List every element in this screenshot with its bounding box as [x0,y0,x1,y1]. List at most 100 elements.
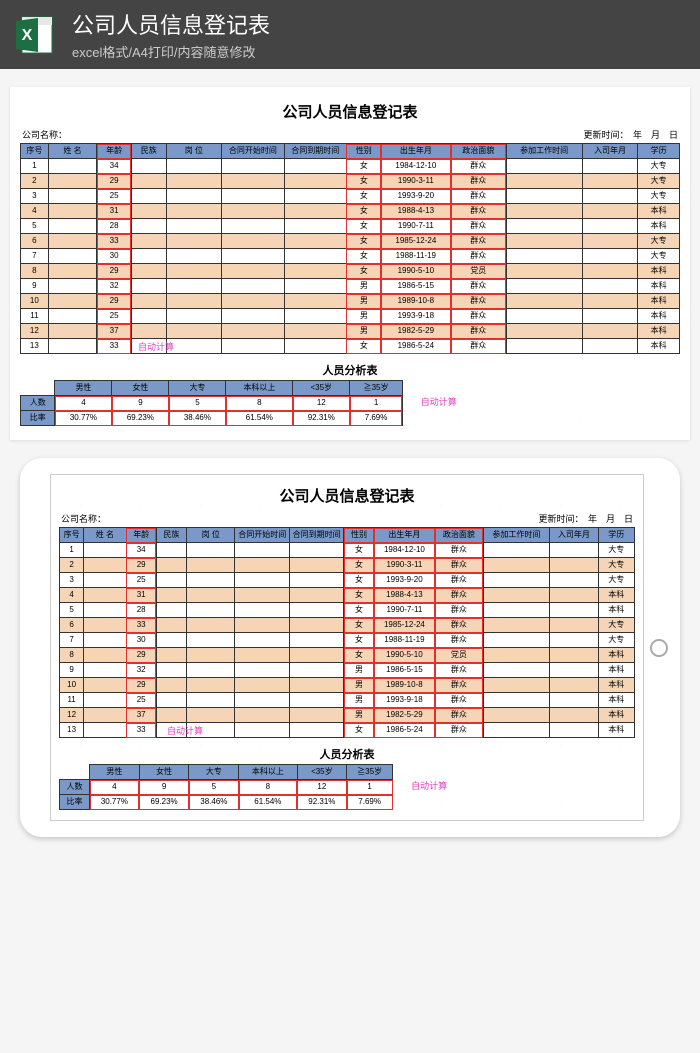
table-row: 431女1988-4-13群众本科 [60,588,635,603]
svg-text:X: X [22,27,33,44]
analysis-cell: 5 [169,396,226,411]
analysis-cell: 8 [226,396,293,411]
analysis-cell: 61.54% [226,411,293,426]
sheet-title: 公司人员信息登记表 [20,101,680,122]
analysis-cell: 30.77% [90,795,140,810]
analysis-cell: 12 [297,780,347,795]
analysis-cell: 9 [112,396,169,411]
col-header: 出生年月 [381,144,450,159]
table-row: 1029男1989-10-8群众本科 [60,678,635,693]
col-header: 姓 名 [48,144,97,159]
table-row: 1237男1982-5-29群众本科 [60,708,635,723]
analysis-cell: 69.23% [112,411,169,426]
col-header: 岗 位 [187,528,235,543]
sheet-preview-1: 公司人员信息登记表 公司名称： 更新时间： 年 月 日 序号姓 名年龄民族岗 位… [10,87,690,440]
col-header: 学历 [598,528,634,543]
analysis-cell: 7.69% [347,795,393,810]
tablet-mockup: 公司人员信息登记表 公司名称： 更新时间： 年 月 日 序号姓 名年龄民族岗 位… [20,458,680,837]
analysis-cell: 4 [90,780,140,795]
col-header: 序号 [21,144,49,159]
analysis-col: ≧35岁 [350,381,403,396]
analysis-col: ≧35岁 [347,765,393,780]
analysis-col: 男性 [55,381,112,396]
col-header: 入司年月 [582,144,638,159]
analysis-col: 本科以上 [226,381,293,396]
banner-subtitle: excel格式/A4打印/内容随意修改 [72,42,688,61]
col-header: 合同到期时间 [289,528,343,543]
main-table-2: 序号姓 名年龄民族岗 位合同开始时间合同到期时间性别出生年月政治面貌参加工作时间… [59,527,635,738]
col-header: 参加工作时间 [506,144,582,159]
main-table: 序号姓 名年龄民族岗 位合同开始时间合同到期时间性别出生年月政治面貌参加工作时间… [20,143,680,354]
analysis-cell: 38.46% [169,411,226,426]
analysis-cell: 5 [189,780,239,795]
col-header: 合同开始时间 [222,144,284,159]
table-row: 325女1993-9-20群众大专 [60,573,635,588]
analysis-cell: 12 [293,396,350,411]
col-header: 民族 [131,144,166,159]
table-row: 829女1990-5-10党员本科 [21,264,680,279]
analysis-cell: 8 [239,780,297,795]
analysis-table-2: 男性女性大专本科以上<35岁≧35岁人数4958121比率30.77%69.23… [59,764,393,810]
col-header: 政治面貌 [435,528,483,543]
table-row: 229女1990-3-11群众大专 [21,174,680,189]
col-header: 姓 名 [84,528,126,543]
analysis-cell: 7.69% [350,411,403,426]
analysis-cell: 69.23% [139,795,189,810]
table-row: 1333女1986-5-24群众本科 [21,339,680,354]
analysis-col: <35岁 [293,381,350,396]
col-header: 年龄 [126,528,156,543]
table-row: 633女1985-12-24群众大专 [60,618,635,633]
table-row: 528女1990-7-11群众本科 [21,219,680,234]
analysis-col: 本科以上 [239,765,297,780]
sheet-title-2: 公司人员信息登记表 [59,485,635,506]
analysis-title: 人员分析表 [20,362,680,378]
col-header: 民族 [156,528,186,543]
table-row: 932男1986-5-15群众本科 [60,663,635,678]
col-header: 学历 [638,144,680,159]
analysis-cell: 92.31% [293,411,350,426]
col-header: 岗 位 [166,144,222,159]
company-label: 公司名称： [22,128,67,141]
col-header: 合同开始时间 [235,528,289,543]
table-row: 325女1993-9-20群众大专 [21,189,680,204]
analysis-col: 大专 [169,381,226,396]
analysis-cell: 61.54% [239,795,297,810]
col-header: 序号 [60,528,84,543]
table-row: 829女1990-5-10党员本科 [60,648,635,663]
col-header: 性别 [346,144,381,159]
table-row: 1125男1993-9-18群众本科 [21,309,680,324]
table-row: 1237男1982-5-29群众本科 [21,324,680,339]
table-row: 134女1984-12-10群众大专 [60,543,635,558]
auto-calc-note: 自动计算 [138,340,174,353]
col-header: 政治面貌 [451,144,507,159]
meta-row: 公司名称： 更新时间： 年 月 日 [20,128,680,141]
analysis-col: 女性 [112,381,169,396]
table-row: 1125男1993-9-18群众本科 [60,693,635,708]
table-row: 1333女1986-5-24群众本科 [60,723,635,738]
col-header: 出生年月 [374,528,435,543]
table-row: 134女1984-12-10群众大专 [21,159,680,174]
analysis-cell: 9 [139,780,189,795]
table-row: 431女1988-4-13群众本科 [21,204,680,219]
banner: X 公司人员信息登记表 excel格式/A4打印/内容随意修改 [0,0,700,69]
analysis-cell: 1 [350,396,403,411]
col-header: 入司年月 [550,528,598,543]
table-row: 633女1985-12-24群众大专 [21,234,680,249]
table-row: 932男1986-5-15群众本科 [21,279,680,294]
analysis-cell: 38.46% [189,795,239,810]
col-header: 合同到期时间 [284,144,346,159]
table-row: 730女1988-11-19群众大专 [21,249,680,264]
col-header: 性别 [344,528,374,543]
analysis-col: <35岁 [297,765,347,780]
analysis-col: 大专 [189,765,239,780]
table-row: 1029男1989-10-8群众本科 [21,294,680,309]
banner-title: 公司人员信息登记表 [72,8,688,40]
analysis-cell: 1 [347,780,393,795]
table-row: 528女1990-7-11群众本科 [60,603,635,618]
table-row: 229女1990-3-11群众大专 [60,558,635,573]
analysis-cell: 30.77% [55,411,112,426]
analysis-cell: 92.31% [297,795,347,810]
auto-calc-note-2: 自动计算 [421,395,457,408]
analysis-col: 男性 [90,765,140,780]
col-header: 参加工作时间 [483,528,550,543]
